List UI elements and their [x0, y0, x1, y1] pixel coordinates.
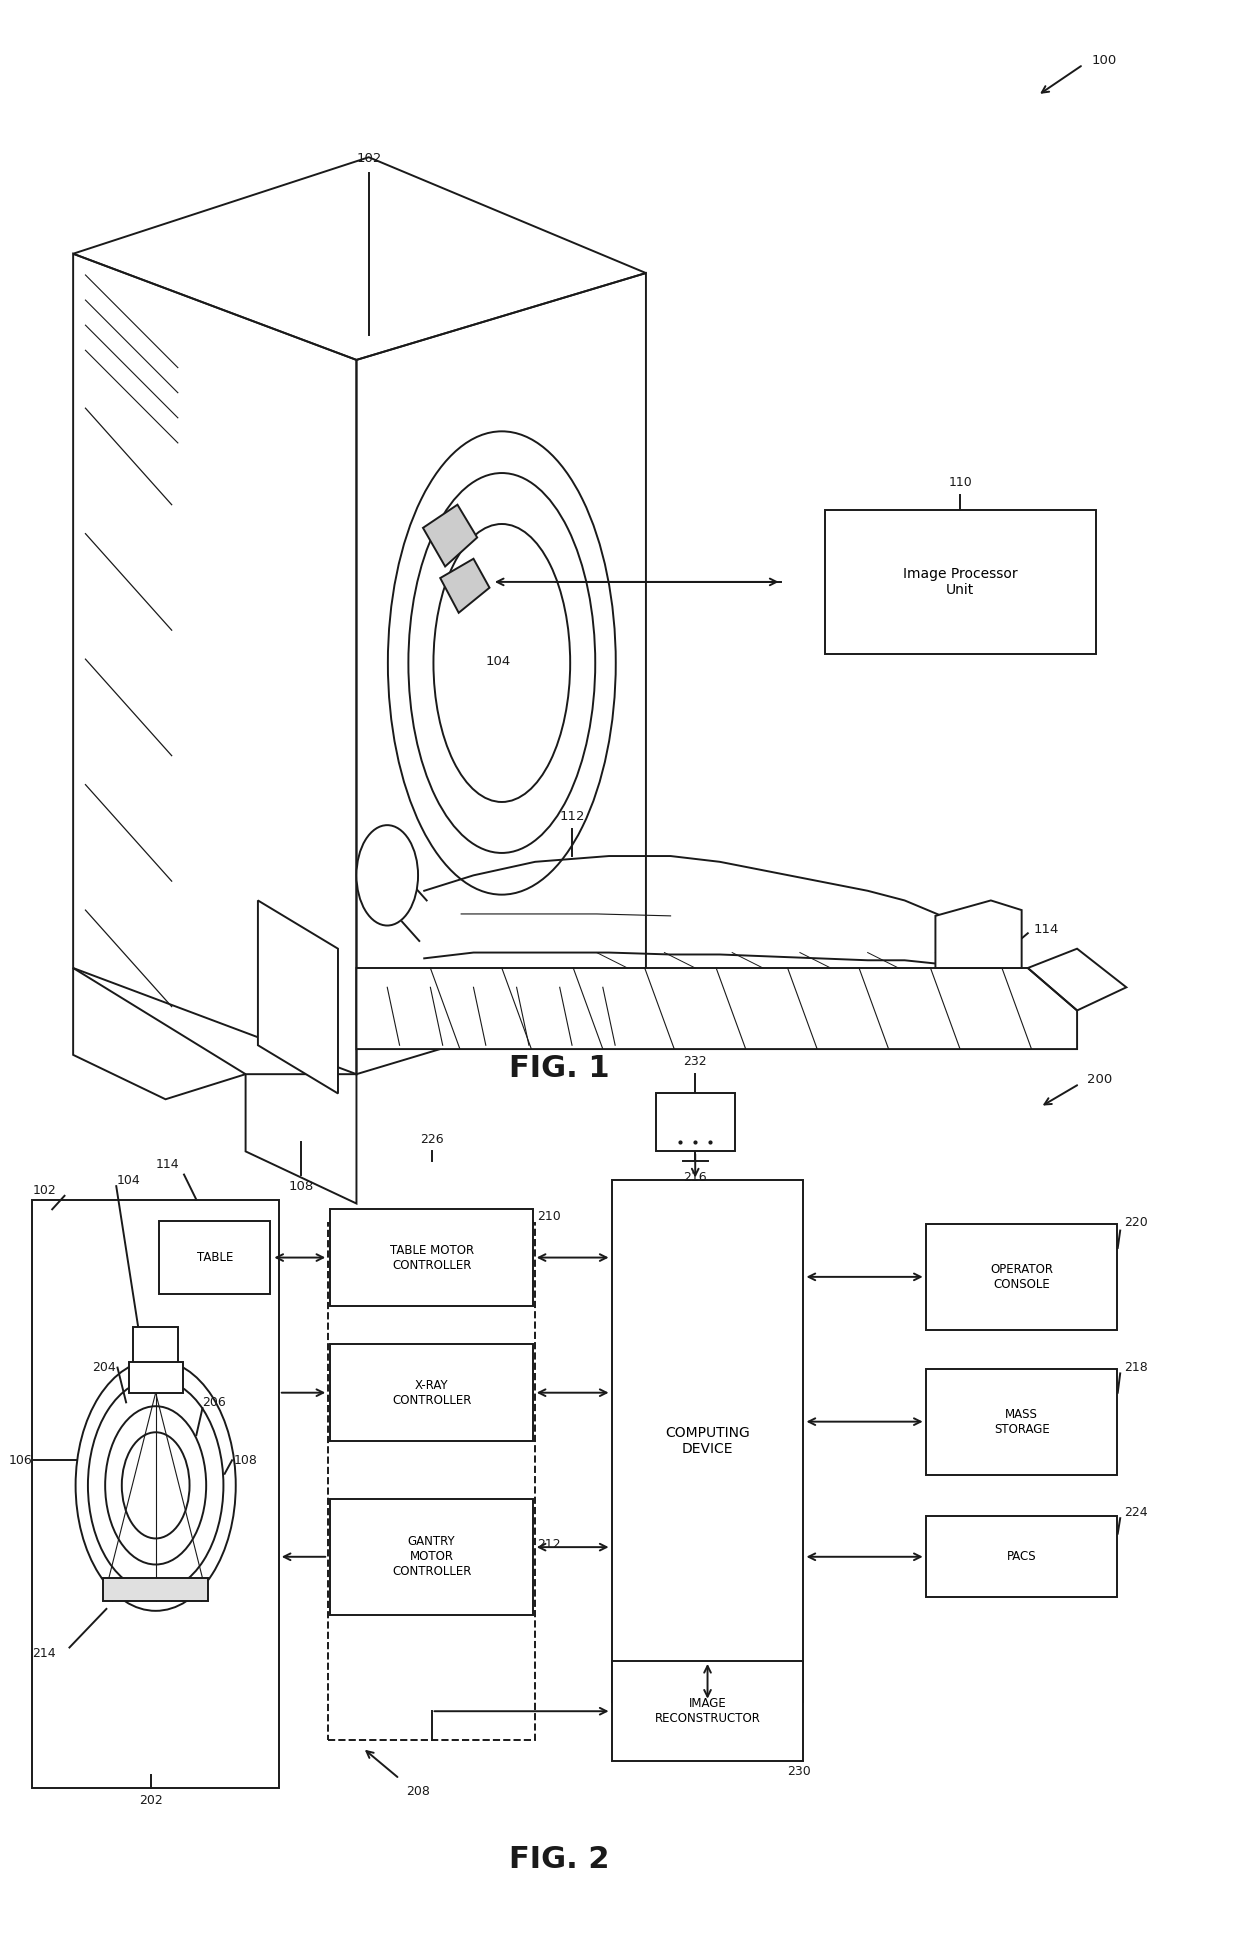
Text: 214: 214 — [32, 1648, 56, 1659]
Text: 114: 114 — [1034, 923, 1059, 935]
FancyBboxPatch shape — [32, 1200, 279, 1789]
FancyBboxPatch shape — [160, 1222, 270, 1295]
Text: 230: 230 — [787, 1766, 811, 1779]
FancyBboxPatch shape — [129, 1361, 182, 1392]
Text: 210: 210 — [537, 1210, 562, 1224]
FancyBboxPatch shape — [613, 1181, 804, 1702]
Text: 108: 108 — [289, 1181, 314, 1193]
Text: 204: 204 — [93, 1361, 117, 1375]
Text: TABLE MOTOR
CONTROLLER: TABLE MOTOR CONTROLLER — [389, 1243, 474, 1272]
Polygon shape — [440, 560, 490, 614]
Ellipse shape — [128, 1442, 184, 1529]
Text: 212: 212 — [537, 1537, 562, 1551]
Text: MASS
STORAGE: MASS STORAGE — [993, 1407, 1049, 1437]
Polygon shape — [356, 968, 1078, 1049]
Text: 226: 226 — [420, 1133, 444, 1146]
Text: 206: 206 — [202, 1396, 226, 1409]
Ellipse shape — [435, 529, 568, 798]
Text: IMAGE
RECONSTRUCTOR: IMAGE RECONSTRUCTOR — [655, 1698, 760, 1725]
Text: TABLE: TABLE — [197, 1251, 233, 1264]
Text: 202: 202 — [139, 1795, 162, 1806]
Polygon shape — [258, 900, 339, 1094]
Text: 220: 220 — [1123, 1216, 1148, 1229]
Text: 108: 108 — [233, 1454, 257, 1467]
Text: 100: 100 — [1092, 54, 1117, 68]
Text: 114: 114 — [156, 1158, 180, 1171]
Text: 232: 232 — [683, 1055, 707, 1069]
Text: 104: 104 — [117, 1173, 140, 1187]
Text: OPERATOR
CONSOLE: OPERATOR CONSOLE — [991, 1262, 1053, 1291]
Text: 110: 110 — [949, 476, 972, 490]
Polygon shape — [423, 505, 477, 567]
FancyBboxPatch shape — [134, 1326, 177, 1365]
FancyBboxPatch shape — [926, 1516, 1117, 1597]
FancyBboxPatch shape — [330, 1344, 533, 1440]
Text: 102: 102 — [356, 151, 382, 165]
Text: COMPUTING
DEVICE: COMPUTING DEVICE — [665, 1425, 750, 1456]
FancyBboxPatch shape — [926, 1224, 1117, 1330]
Text: X-RAY
CONTROLLER: X-RAY CONTROLLER — [392, 1378, 471, 1407]
Text: GANTRY
MOTOR
CONTROLLER: GANTRY MOTOR CONTROLLER — [392, 1535, 471, 1578]
FancyBboxPatch shape — [825, 509, 1096, 654]
FancyBboxPatch shape — [613, 1661, 804, 1762]
FancyBboxPatch shape — [656, 1094, 734, 1152]
Ellipse shape — [356, 825, 418, 925]
Text: 112: 112 — [559, 811, 585, 823]
FancyBboxPatch shape — [926, 1369, 1117, 1475]
FancyBboxPatch shape — [330, 1210, 533, 1305]
Text: Image Processor
Unit: Image Processor Unit — [903, 567, 1017, 596]
FancyBboxPatch shape — [330, 1498, 533, 1615]
Text: 102: 102 — [32, 1183, 56, 1196]
FancyBboxPatch shape — [329, 1224, 536, 1740]
Text: 218: 218 — [1123, 1361, 1148, 1375]
Text: 200: 200 — [1087, 1073, 1112, 1086]
Text: 208: 208 — [405, 1785, 429, 1799]
Text: 224: 224 — [1123, 1506, 1147, 1520]
Polygon shape — [103, 1578, 208, 1601]
Polygon shape — [935, 900, 1022, 968]
Text: FIG. 2: FIG. 2 — [510, 1845, 610, 1874]
Text: 216: 216 — [683, 1171, 707, 1185]
Text: 104: 104 — [486, 654, 511, 668]
Text: 106: 106 — [9, 1454, 32, 1467]
Text: FIG. 1: FIG. 1 — [510, 1053, 610, 1082]
Text: PACS: PACS — [1007, 1551, 1037, 1562]
